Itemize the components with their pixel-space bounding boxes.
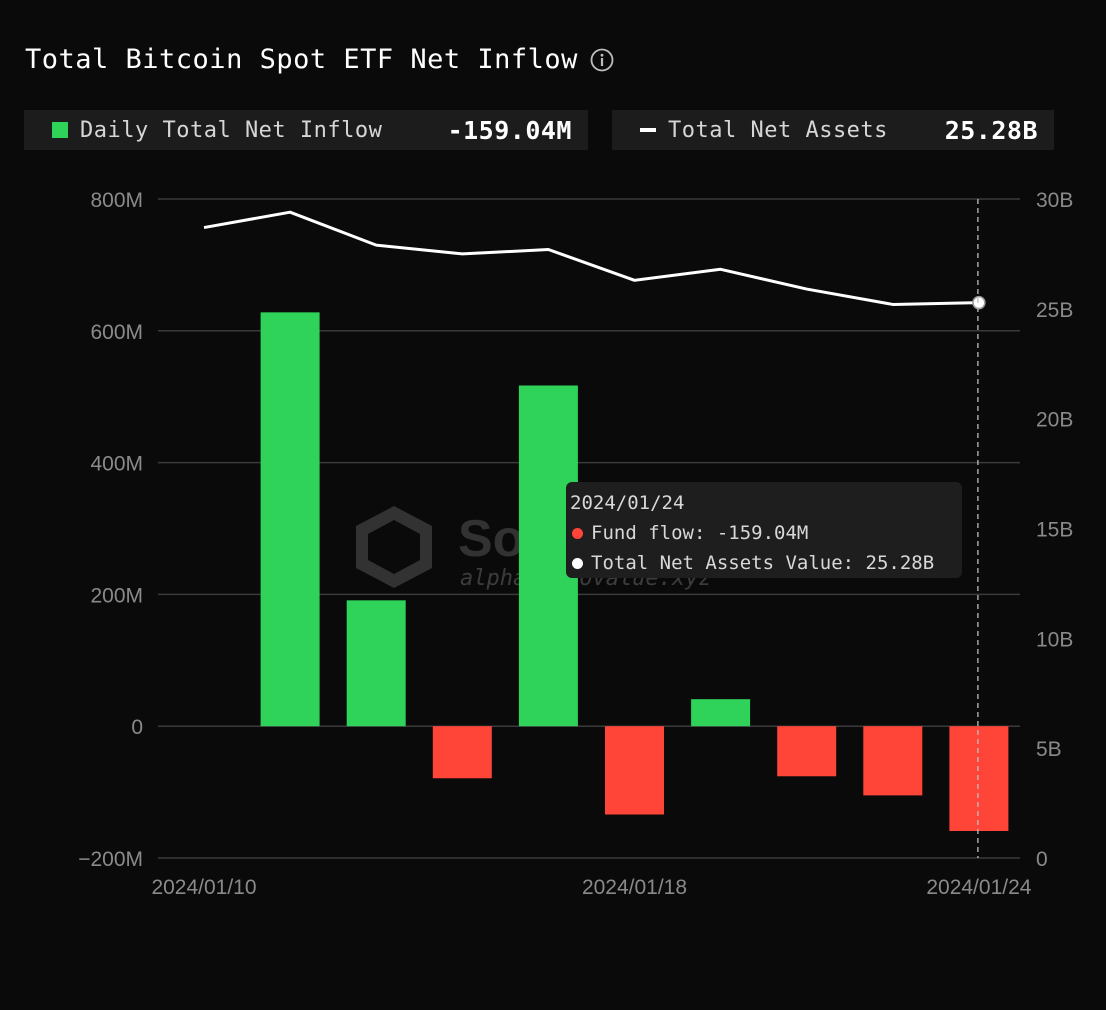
info-icon[interactable]	[590, 48, 614, 72]
bar	[691, 699, 751, 727]
x-tick-label: 2024/01/24	[926, 876, 1031, 899]
assets-line	[203, 210, 979, 306]
right-tick-label: 25B	[1036, 299, 1073, 322]
legend-inflow-swatch	[52, 122, 68, 138]
x-axis: 2024/01/10 2024/01/18 2024/01/24	[151, 876, 1031, 899]
left-tick-label: −200M	[78, 848, 143, 871]
right-axis: 30B 25B 20B 15B 10B 5B 0	[1036, 189, 1073, 871]
right-tick-label: 5B	[1036, 738, 1062, 761]
x-tick-label: 2024/01/10	[151, 876, 256, 899]
watermark-logo	[356, 506, 432, 588]
bar	[605, 726, 664, 815]
right-tick-label: 10B	[1036, 628, 1073, 651]
right-tick-label: 20B	[1036, 409, 1073, 432]
legend-inflow-value: -159.04M	[447, 115, 572, 145]
legend-daily-inflow[interactable]: Daily Total Net Inflow -159.04M	[24, 110, 588, 150]
chart-title: Total Bitcoin Spot ETF Net Inflow	[25, 44, 614, 75]
bar-series	[260, 312, 1009, 832]
tooltip-date: 2024/01/24	[570, 492, 685, 514]
tooltip: 2024/01/24 Fund flow: -159.04M Total Net…	[566, 482, 962, 578]
bar	[260, 312, 320, 727]
bar	[432, 726, 492, 779]
right-tick-label: 0	[1036, 848, 1048, 871]
tooltip-fund-flow: Fund flow: -159.04M	[570, 518, 962, 548]
left-tick-label: 0	[131, 716, 143, 739]
legend-assets-label: Total Net Assets	[668, 117, 888, 143]
right-tick-label: 15B	[1036, 519, 1073, 542]
tooltip-assets-text: Total Net Assets Value: 25.28B	[591, 552, 935, 574]
watermark-hexagon	[356, 506, 432, 588]
bar	[777, 726, 837, 777]
legend-assets-value: 25.28B	[944, 115, 1038, 145]
left-tick-label: 600M	[90, 321, 143, 344]
tooltip-fund-flow-text: Fund flow: -159.04M	[591, 522, 809, 544]
left-tick-label: 400M	[90, 453, 143, 476]
legend-inflow-label: Daily Total Net Inflow	[80, 117, 383, 143]
tooltip-assets: Total Net Assets Value: 25.28B	[570, 548, 962, 578]
right-tick-label: 30B	[1036, 189, 1073, 212]
left-axis: 800M 600M 400M 200M 0 −200M	[78, 189, 143, 871]
x-tick-label: 2024/01/18	[582, 876, 687, 899]
chart-title-text: Total Bitcoin Spot ETF Net Inflow	[25, 44, 578, 75]
assets-point-highlight	[972, 295, 986, 310]
watermark-hexagon-inner	[368, 520, 420, 574]
left-tick-label: 800M	[90, 189, 143, 212]
legend-assets-swatch	[640, 128, 656, 132]
tooltip-white-dot	[572, 557, 583, 569]
legend-total-assets[interactable]: Total Net Assets 25.28B	[612, 110, 1054, 150]
left-tick-label: 200M	[90, 584, 143, 607]
line-series	[203, 210, 986, 310]
bar	[949, 726, 1009, 832]
bar	[346, 600, 406, 727]
tooltip-red-dot	[572, 527, 583, 539]
bar	[863, 726, 923, 796]
